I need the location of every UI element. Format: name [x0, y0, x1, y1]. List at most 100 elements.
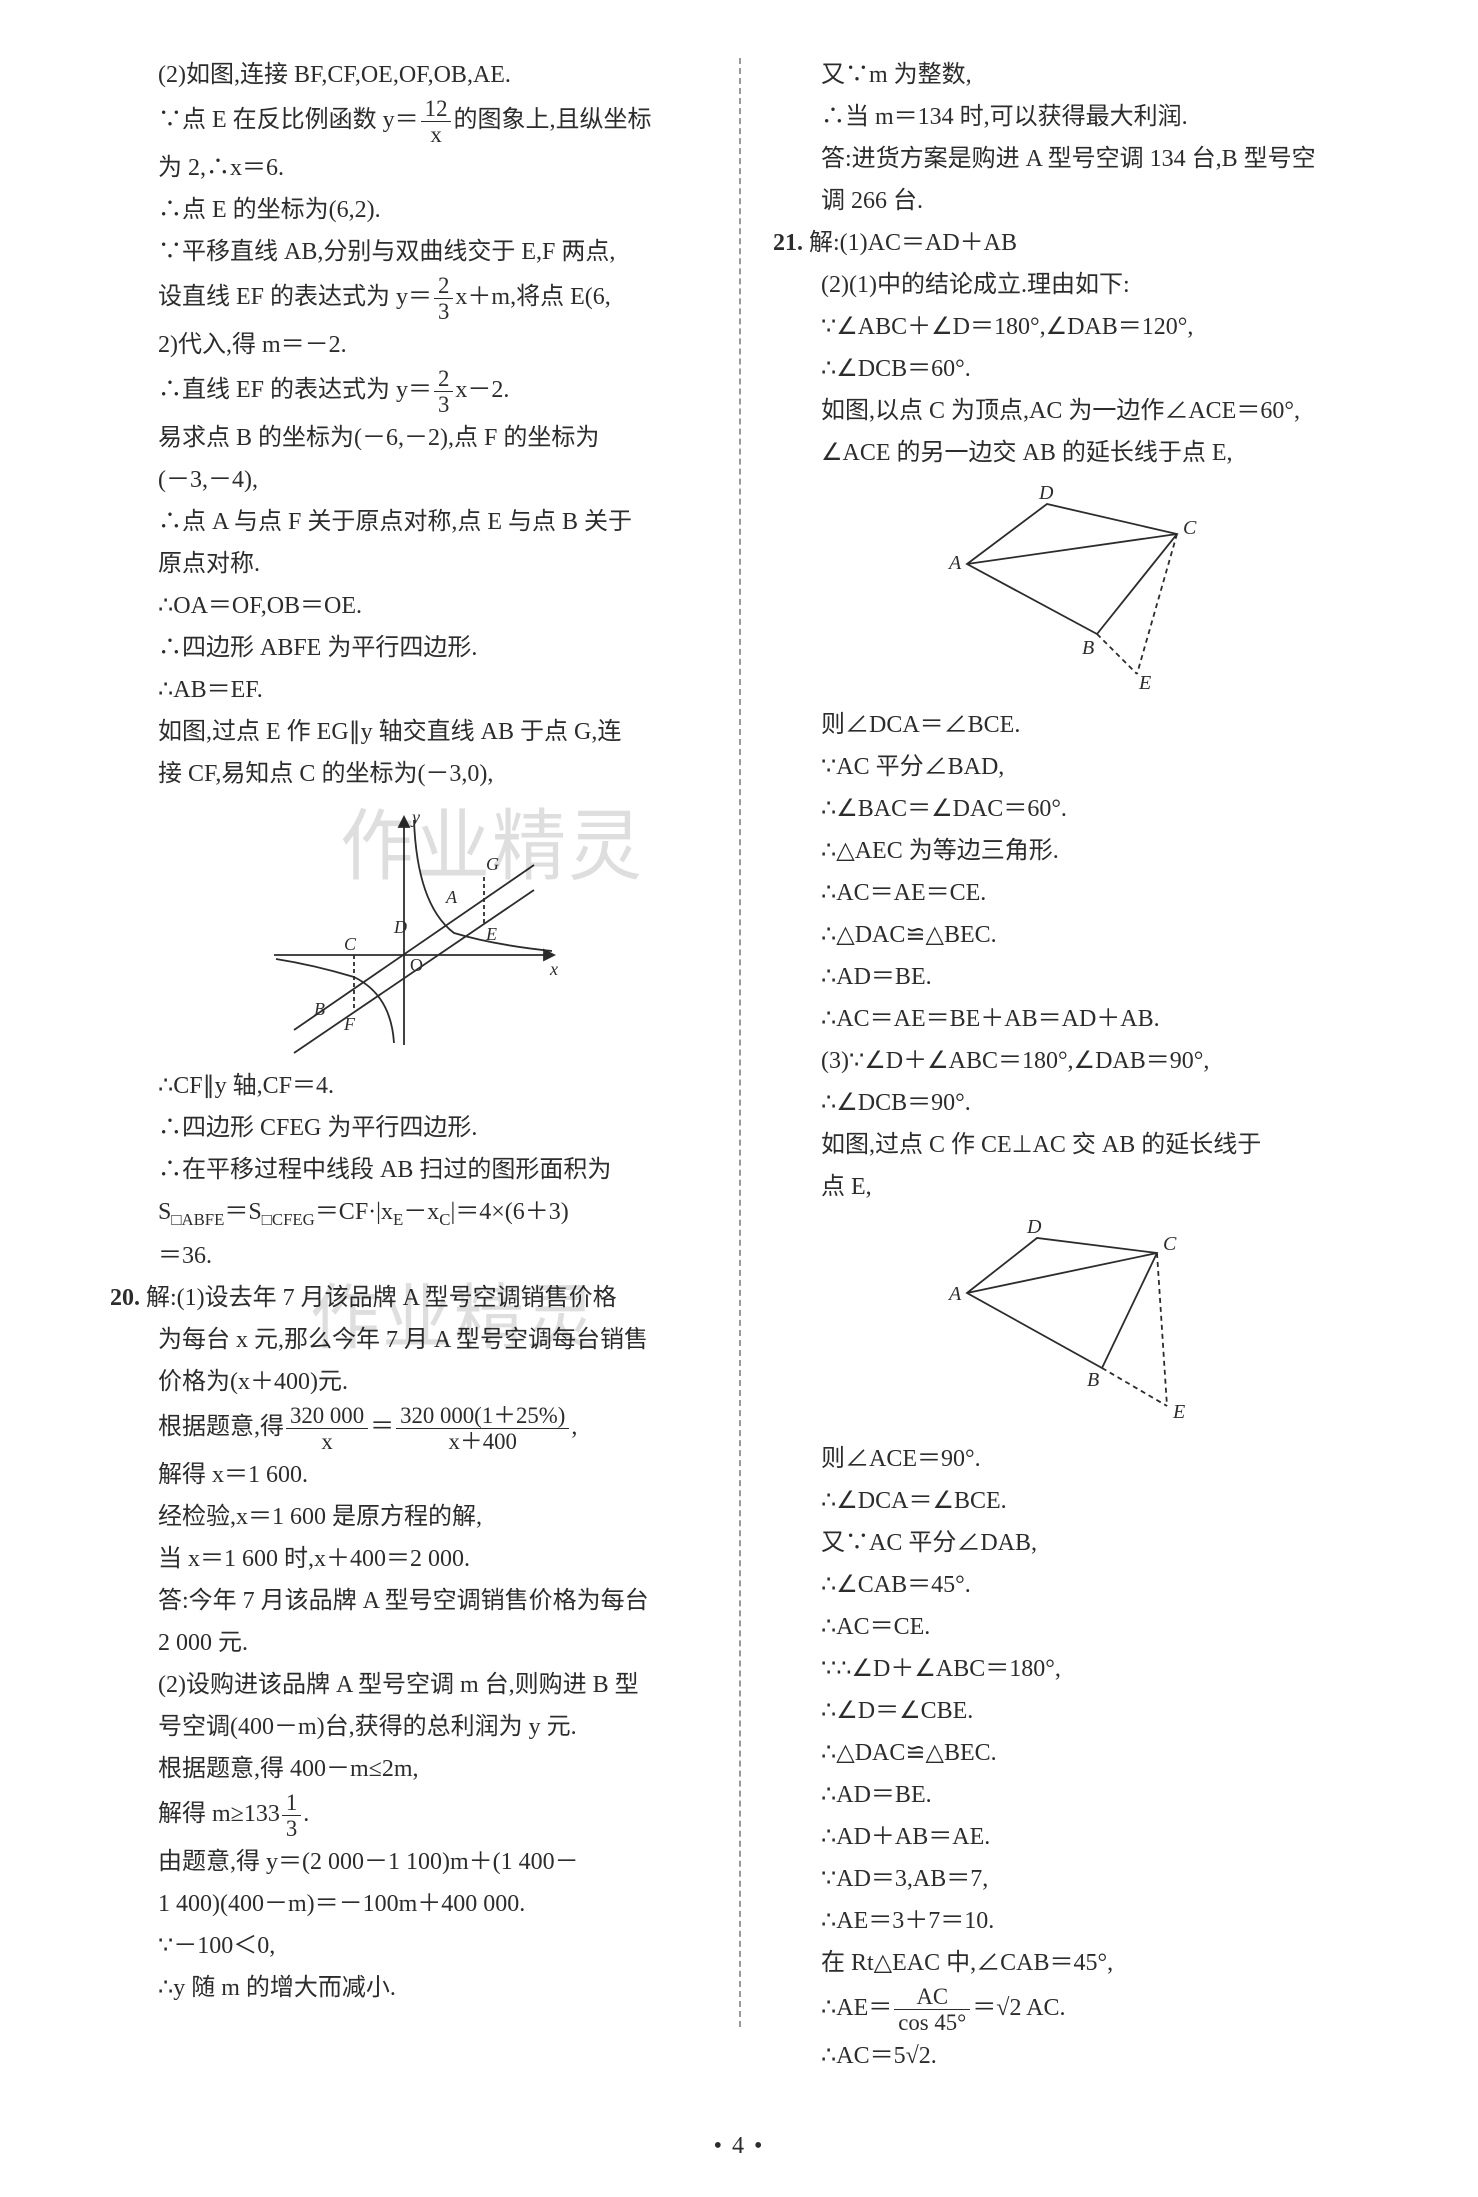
text-line: 易求点 B 的坐标为(－6,－2),点 F 的坐标为	[110, 417, 717, 459]
question-number: 20.	[110, 1285, 140, 1311]
point-label: C	[1163, 1233, 1177, 1255]
text-line: 2)代入,得 m＝－2.	[110, 324, 717, 366]
page: (2)如图,连接 BF,CF,OE,OF,OB,AE. ∵点 E 在反比例函数 …	[0, 0, 1478, 2117]
text-line: ∴AC＝AE＝BE＋AB＝AD＋AB.	[773, 998, 1380, 1040]
point-label: E	[485, 924, 497, 944]
text-part: 根据题意,得	[158, 1414, 284, 1440]
text-part: .	[303, 1801, 309, 1827]
text-part: 的图象上,且纵坐标	[453, 107, 651, 133]
text-line: 价格为(x＋400)元.	[110, 1361, 717, 1403]
text-line: ＝36.	[110, 1235, 717, 1277]
point-label: F	[343, 1014, 356, 1034]
fraction: 23	[434, 366, 453, 417]
point-label: B	[1087, 1369, 1099, 1391]
text-part: ＝	[370, 1414, 394, 1440]
text-line: ∴在平移过程中线段 AB 扫过的图形面积为	[110, 1149, 717, 1191]
text-part: 解得 m≥133	[158, 1801, 280, 1827]
text-line: 当 x＝1 600 时,x＋400＝2 000.	[110, 1538, 717, 1580]
text-line: ∴AE＝3＋7＝10.	[773, 1900, 1380, 1942]
text-part: 解:(1)设去年 7 月该品牌 A 型号空调销售价格	[146, 1285, 617, 1311]
fraction-den: x	[421, 122, 452, 147]
text-line: ∴AE＝ACcos 45°＝√2 AC.	[773, 1984, 1380, 2035]
text-line: 解得 x＝1 600.	[110, 1454, 717, 1496]
text-line: (－3,－4),	[110, 459, 717, 501]
point-label: D	[1038, 484, 1054, 504]
text-line: 答:今年 7 月该品牌 A 型号空调销售价格为每台	[110, 1580, 717, 1622]
text-line: 根据题意,得320 000x＝320 000(1＋25%)x＋400,	[110, 1403, 717, 1454]
axis-y-label: y	[410, 807, 420, 827]
text-line: ∴CF∥y 轴,CF＝4.	[110, 1065, 717, 1107]
text-line: ∴四边形 CFEG 为平行四边形.	[110, 1107, 717, 1149]
text-line: 接 CF,易知点 C 的坐标为(－3,0),	[110, 753, 717, 795]
point-label: A	[947, 552, 962, 574]
text-line: ∴AD＝BE.	[773, 956, 1380, 998]
text-line: ∴∠DCB＝60°.	[773, 348, 1380, 390]
text-line: ∵AD＝3,AB＝7,	[773, 1858, 1380, 1900]
text-line: 为每台 x 元,那么今年 7 月 A 型号空调每台销售	[110, 1319, 717, 1361]
figure-coordinate-graph: O x y A B C D E F G	[254, 805, 574, 1055]
text-part: ∵点 E 在反比例函数 y＝	[158, 107, 419, 133]
text-line: ∴∠CAB＝45°.	[773, 1564, 1380, 1606]
text-line: 经检验,x＝1 600 是原方程的解,	[110, 1496, 717, 1538]
text-line: 在 Rt△EAC 中,∠CAB＝45°,	[773, 1942, 1380, 1984]
fraction-den: 3	[434, 392, 453, 417]
text-line: 又∵m 为整数,	[773, 54, 1380, 96]
point-label: B	[314, 999, 325, 1019]
text-line: ∵AC 平分∠BAD,	[773, 746, 1380, 788]
text-line: 解得 m≥13313.	[110, 1790, 717, 1841]
text-line: 答:进货方案是购进 A 型号空调 134 台,B 型号空	[773, 138, 1380, 180]
text-line: 设直线 EF 的表达式为 y＝23x＋m,将点 E(6,	[110, 273, 717, 324]
fraction-num: 2	[434, 273, 453, 299]
text-line: ∴AD＝BE.	[773, 1774, 1380, 1816]
fraction-den: 3	[282, 1816, 301, 1841]
point-label: C	[1183, 517, 1197, 539]
text-line: ∵∴∠D＋∠ABC＝180°,	[773, 1648, 1380, 1690]
text-part: ∴AE＝	[821, 1995, 892, 2021]
text-line: 2 000 元.	[110, 1622, 717, 1664]
fraction: 13	[282, 1790, 301, 1841]
text-line: ∴直线 EF 的表达式为 y＝23x－2.	[110, 366, 717, 417]
text-line: ∴∠DCB＝90°.	[773, 1082, 1380, 1124]
text-line: ∴AC＝CE.	[773, 1606, 1380, 1648]
text-line: ∴点 A 与点 F 关于原点对称,点 E 与点 B 关于	[110, 501, 717, 543]
point-label: E	[1172, 1401, 1185, 1423]
text-line: 如图,过点 E 作 EG∥y 轴交直线 AB 于点 G,连	[110, 711, 717, 753]
point-label: A	[947, 1283, 962, 1305]
page-number-value: 4	[732, 2133, 746, 2159]
text-line: (3)∵∠D＋∠ABC＝180°,∠DAB＝90°,	[773, 1040, 1380, 1082]
fraction-den: 3	[434, 299, 453, 324]
point-label: C	[344, 934, 357, 954]
text-line: (2)(1)中的结论成立.理由如下:	[773, 264, 1380, 306]
text-line: 根据题意,得 400－m≤2m,	[110, 1748, 717, 1790]
text-part: ,	[571, 1414, 577, 1440]
text-line: 为 2,∴x＝6.	[110, 147, 717, 189]
text-line: ∴点 E 的坐标为(6,2).	[110, 189, 717, 231]
text-line: ∴AD＋AB＝AE.	[773, 1816, 1380, 1858]
text-line: ∴AC＝AE＝CE.	[773, 872, 1380, 914]
text-line: 由题意,得 y＝(2 000－1 100)m＋(1 400－	[110, 1841, 717, 1883]
point-label: E	[1138, 672, 1151, 694]
text-part: x＋m,将点 E(6,	[455, 284, 610, 310]
point-label: D	[1026, 1218, 1042, 1238]
text-line: ∴∠BAC＝∠DAC＝60°.	[773, 788, 1380, 830]
text-line: 则∠DCA＝∠BCE.	[773, 704, 1380, 746]
text-part: 解:(1)AC＝AD＋AB	[809, 230, 1017, 256]
text-line: ∵∠ABC＋∠D＝180°,∠DAB＝120°,	[773, 306, 1380, 348]
text-line: 如图,以点 C 为顶点,AC 为一边作∠ACE＝60°,	[773, 390, 1380, 432]
text-line: ∵平移直线 AB,分别与双曲线交于 E,F 两点,	[110, 231, 717, 273]
fraction-num: 320 000	[286, 1403, 368, 1429]
text-line: ∴AC＝5√2.	[773, 2035, 1380, 2077]
figure-quadrilateral-2: A B C D E	[927, 1218, 1227, 1428]
fraction-den: x＋400	[396, 1429, 569, 1454]
text-line: ∴OA＝OF,OB＝OE.	[110, 585, 717, 627]
figure-quadrilateral-1: A B C D E	[927, 484, 1227, 694]
text-line: ∴当 m＝134 时,可以获得最大利润.	[773, 96, 1380, 138]
text-line: 原点对称.	[110, 543, 717, 585]
fraction-den: cos 45°	[894, 2010, 970, 2035]
fraction-num: 320 000(1＋25%)	[396, 1403, 569, 1429]
text-line: 则∠ACE＝90°.	[773, 1438, 1380, 1480]
fraction: 320 000(1＋25%)x＋400	[396, 1403, 569, 1454]
fraction: 12x	[421, 96, 452, 147]
text-line: ∴∠D＝∠CBE.	[773, 1690, 1380, 1732]
text-line: ∵－100＜0,	[110, 1925, 717, 1967]
